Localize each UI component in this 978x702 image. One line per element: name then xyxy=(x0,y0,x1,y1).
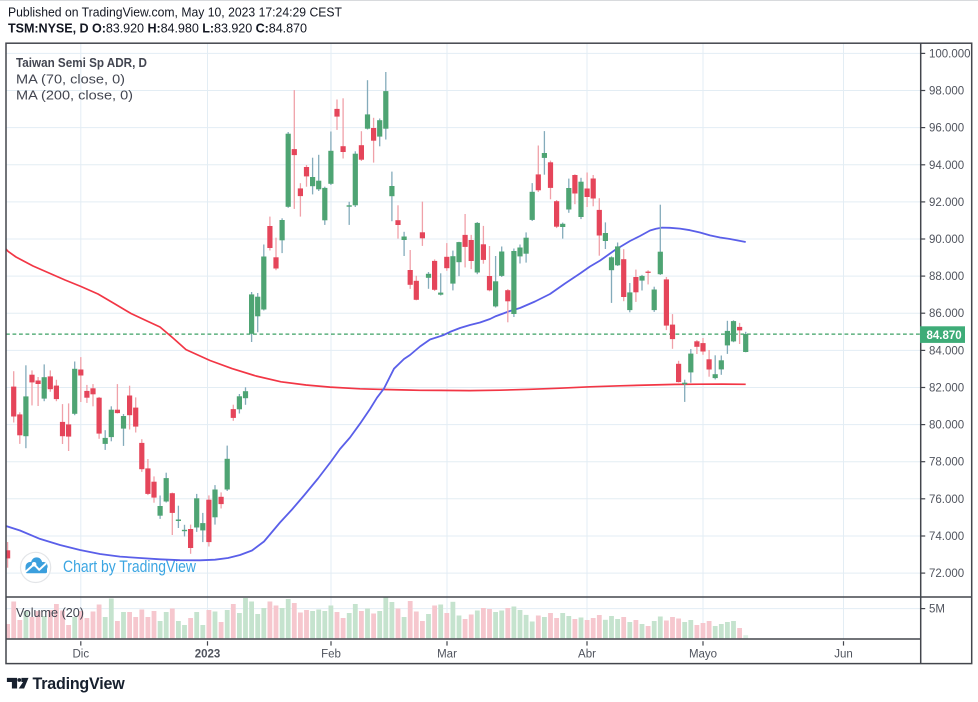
svg-text:76.000: 76.000 xyxy=(929,494,964,506)
svg-text:96.000: 96.000 xyxy=(929,123,964,135)
svg-text:88.000: 88.000 xyxy=(929,271,964,283)
svg-text:Dic: Dic xyxy=(72,649,89,661)
svg-text:84.000: 84.000 xyxy=(929,345,964,357)
svg-text:82.000: 82.000 xyxy=(929,383,964,395)
svg-text:80.000: 80.000 xyxy=(929,420,964,432)
svg-text:94.000: 94.000 xyxy=(929,160,964,172)
svg-text:2023: 2023 xyxy=(195,649,221,661)
svg-text:98.000: 98.000 xyxy=(929,86,964,98)
svg-text:TradingView: TradingView xyxy=(33,675,125,693)
svg-text:72.000: 72.000 xyxy=(929,568,964,580)
svg-text:86.000: 86.000 xyxy=(929,308,964,320)
svg-text:Volume (20): Volume (20) xyxy=(16,606,84,620)
svg-text:5M: 5M xyxy=(929,604,945,616)
svg-text:84.870: 84.870 xyxy=(927,330,962,342)
svg-text:MA (200, close, 0): MA (200, close, 0) xyxy=(16,89,133,103)
svg-text:TSM:NYSE, D O:83.920 H:84.980: TSM:NYSE, D O:83.920 H:84.980 L:83.920 C… xyxy=(8,22,307,36)
svg-text:Taiwan Semi Sp ADR, D: Taiwan Semi Sp ADR, D xyxy=(16,56,147,70)
svg-text:100.000: 100.000 xyxy=(929,48,971,60)
svg-text:MA (70, close, 0): MA (70, close, 0) xyxy=(16,72,125,86)
svg-text:Chart by TradingView: Chart by TradingView xyxy=(63,558,196,576)
svg-text:Mayo: Mayo xyxy=(689,649,717,661)
svg-text:90.000: 90.000 xyxy=(929,234,964,246)
svg-text:92.000: 92.000 xyxy=(929,197,964,209)
svg-text:Jun: Jun xyxy=(834,649,853,661)
svg-text:Abr: Abr xyxy=(578,649,596,661)
svg-text:Feb: Feb xyxy=(321,649,341,661)
svg-text:Published on TradingView.com,: Published on TradingView.com, May 10, 20… xyxy=(8,5,342,20)
svg-text:74.000: 74.000 xyxy=(929,531,964,543)
svg-text:Mar: Mar xyxy=(437,649,457,661)
svg-text:78.000: 78.000 xyxy=(929,457,964,469)
